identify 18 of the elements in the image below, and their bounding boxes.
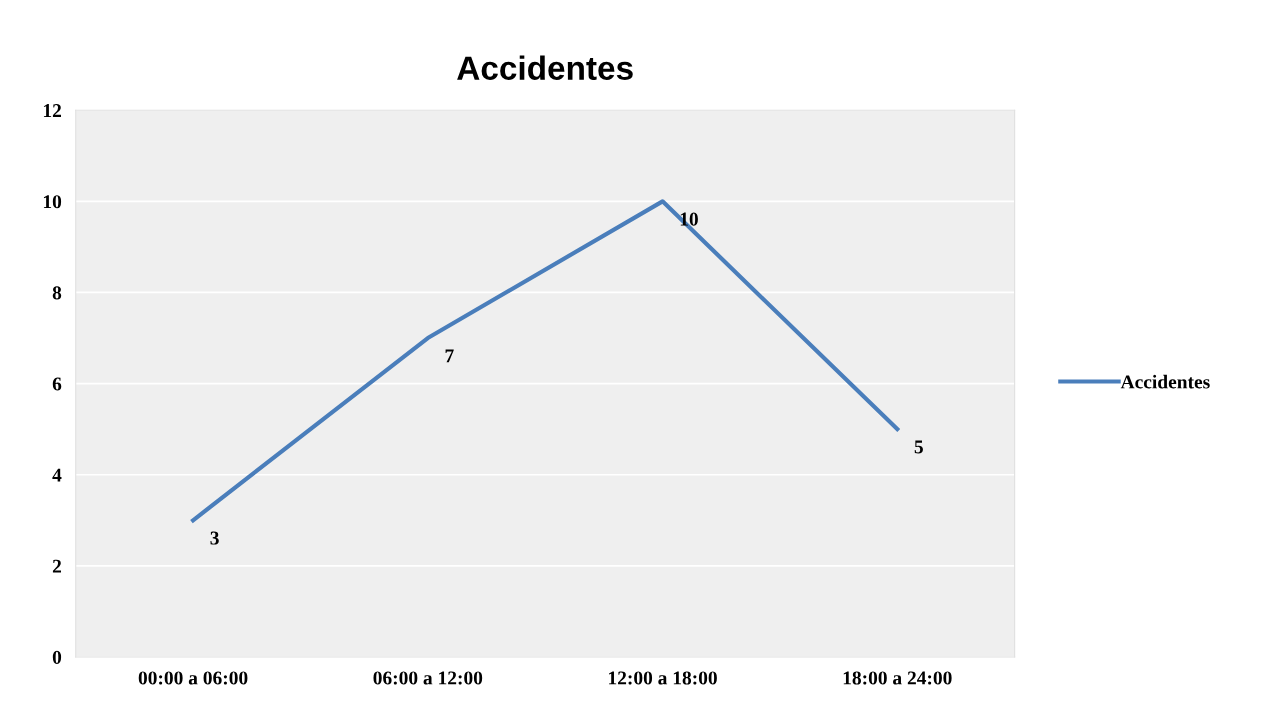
x-tick-label: 06:00 a 12:00	[373, 671, 483, 685]
y-tick-label: 12	[43, 104, 61, 117]
x-tick-label: 00:00 a 06:00	[138, 671, 248, 685]
x-tick-label: 18:00 a 24:00	[843, 671, 952, 685]
y-tick-label: 0	[52, 650, 62, 664]
chart-title: Accidentes	[457, 55, 633, 80]
y-tick-label: 10	[43, 195, 62, 209]
y-tick-label: 6	[52, 377, 62, 391]
line-series	[191, 199, 900, 523]
data-label: 7	[445, 349, 454, 363]
data-label: 5	[914, 440, 923, 454]
y-tick-label: 8	[52, 286, 62, 300]
data-label: 3	[210, 531, 219, 545]
y-tick-label: 4	[52, 468, 62, 482]
data-label: 10	[680, 212, 698, 226]
x-tick-label: 12:00 a 18:00	[609, 671, 717, 685]
y-tick-label: 2	[52, 559, 61, 573]
legend-label: Accidentes	[1120, 374, 1210, 389]
